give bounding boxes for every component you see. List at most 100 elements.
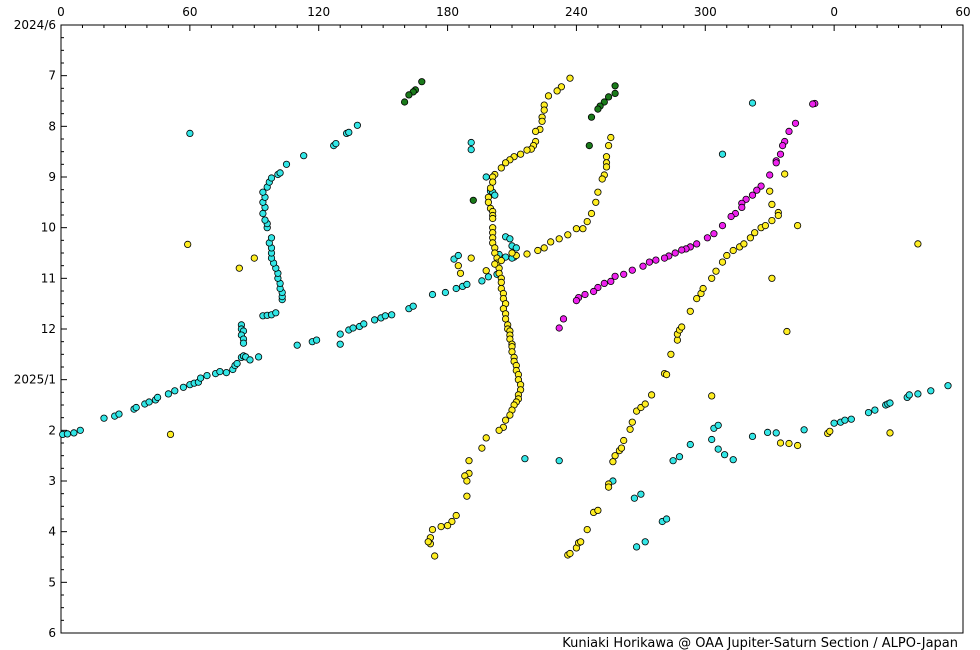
data-point bbox=[774, 211, 782, 220]
data-point bbox=[495, 426, 503, 434]
data-point bbox=[598, 175, 606, 183]
data-point bbox=[673, 336, 682, 344]
data-point bbox=[864, 408, 873, 417]
data-point bbox=[540, 244, 548, 252]
data-point bbox=[662, 515, 671, 523]
x-axis: 0 60 120 180 240 300 0 60 bbox=[57, 5, 971, 31]
data-point bbox=[484, 198, 492, 206]
data-point bbox=[652, 256, 660, 264]
data-point bbox=[235, 264, 243, 272]
data-point bbox=[497, 164, 505, 172]
data-point bbox=[506, 411, 514, 419]
data-point bbox=[632, 543, 641, 551]
y-tick-label: 6 bbox=[48, 626, 56, 640]
data-point bbox=[465, 457, 473, 465]
data-point bbox=[132, 403, 140, 412]
data-point bbox=[312, 336, 321, 344]
data-point bbox=[463, 477, 471, 485]
data-point bbox=[768, 200, 776, 208]
y-tick-label: 12 bbox=[41, 322, 56, 336]
data-point bbox=[723, 251, 731, 260]
data-point bbox=[628, 266, 636, 274]
data-point bbox=[720, 451, 729, 459]
data-point bbox=[757, 182, 765, 190]
data-point bbox=[501, 159, 510, 167]
data-point bbox=[572, 225, 581, 233]
data-point bbox=[626, 425, 634, 433]
data-point bbox=[783, 327, 791, 336]
data-point bbox=[501, 416, 510, 424]
data-point bbox=[708, 274, 716, 282]
data-point bbox=[729, 456, 737, 464]
y-tick-label: 3 bbox=[48, 474, 56, 488]
y-tick-label: 2 bbox=[48, 423, 56, 437]
data-point bbox=[478, 277, 486, 285]
data-point bbox=[506, 235, 514, 243]
data-point bbox=[508, 249, 516, 257]
data-point bbox=[667, 350, 675, 358]
data-point bbox=[693, 294, 701, 303]
data-point bbox=[886, 399, 894, 407]
data-point bbox=[272, 309, 280, 317]
data-point bbox=[267, 234, 276, 242]
data-point bbox=[559, 315, 568, 323]
data-point bbox=[639, 262, 647, 270]
data-point bbox=[585, 142, 593, 150]
data-point bbox=[489, 178, 497, 186]
data-point bbox=[604, 93, 613, 101]
data-point bbox=[617, 444, 626, 452]
data-point bbox=[678, 323, 686, 331]
data-point bbox=[70, 429, 78, 437]
data-point bbox=[216, 367, 224, 376]
data-point bbox=[555, 457, 563, 465]
y-tick-label: 10 bbox=[41, 221, 56, 235]
y-tick-label: 4 bbox=[48, 525, 56, 539]
data-point bbox=[564, 231, 572, 239]
x-tick-label: 300 bbox=[694, 5, 717, 19]
data-point bbox=[581, 290, 589, 299]
data-point bbox=[388, 311, 396, 319]
data-point bbox=[246, 356, 254, 364]
x-tick-label: 180 bbox=[436, 5, 459, 19]
data-point bbox=[491, 191, 499, 199]
data-point bbox=[645, 258, 654, 266]
data-point bbox=[594, 188, 602, 196]
data-point bbox=[637, 490, 645, 498]
data-point bbox=[166, 430, 175, 438]
data-point bbox=[239, 339, 248, 347]
data-point bbox=[587, 113, 596, 121]
data-point bbox=[572, 296, 581, 305]
data-point bbox=[785, 127, 793, 135]
x-tick-label: 240 bbox=[565, 5, 588, 19]
data-point bbox=[841, 416, 849, 424]
data-point bbox=[259, 209, 267, 218]
data-point bbox=[467, 146, 475, 154]
data-point bbox=[611, 82, 619, 90]
data-point bbox=[776, 150, 785, 158]
data-point bbox=[171, 387, 179, 395]
data-point bbox=[203, 371, 211, 380]
data-point bbox=[602, 163, 611, 171]
data-point bbox=[428, 525, 437, 534]
data-point bbox=[441, 288, 449, 297]
data-point bbox=[259, 188, 267, 196]
data-point bbox=[250, 254, 258, 262]
data-point bbox=[437, 522, 445, 531]
data-point bbox=[255, 353, 263, 361]
data-point bbox=[778, 142, 787, 150]
data-point bbox=[184, 240, 192, 248]
y-tick-label: 8 bbox=[48, 119, 56, 133]
data-point bbox=[381, 312, 389, 320]
data-point bbox=[660, 254, 669, 262]
y-tick-label: 2024/6 bbox=[14, 18, 56, 32]
data-point bbox=[467, 254, 475, 262]
data-point bbox=[594, 105, 602, 113]
data-point bbox=[628, 418, 636, 426]
data-point bbox=[516, 150, 525, 158]
y-axis: 2024/6 7 8 9 10 11 12 2025/1 2 3 4 5 6 bbox=[14, 18, 67, 640]
data-point bbox=[871, 406, 879, 414]
data-point bbox=[669, 457, 677, 465]
x-tick-label: 0 bbox=[830, 5, 838, 19]
data-point bbox=[534, 246, 542, 255]
